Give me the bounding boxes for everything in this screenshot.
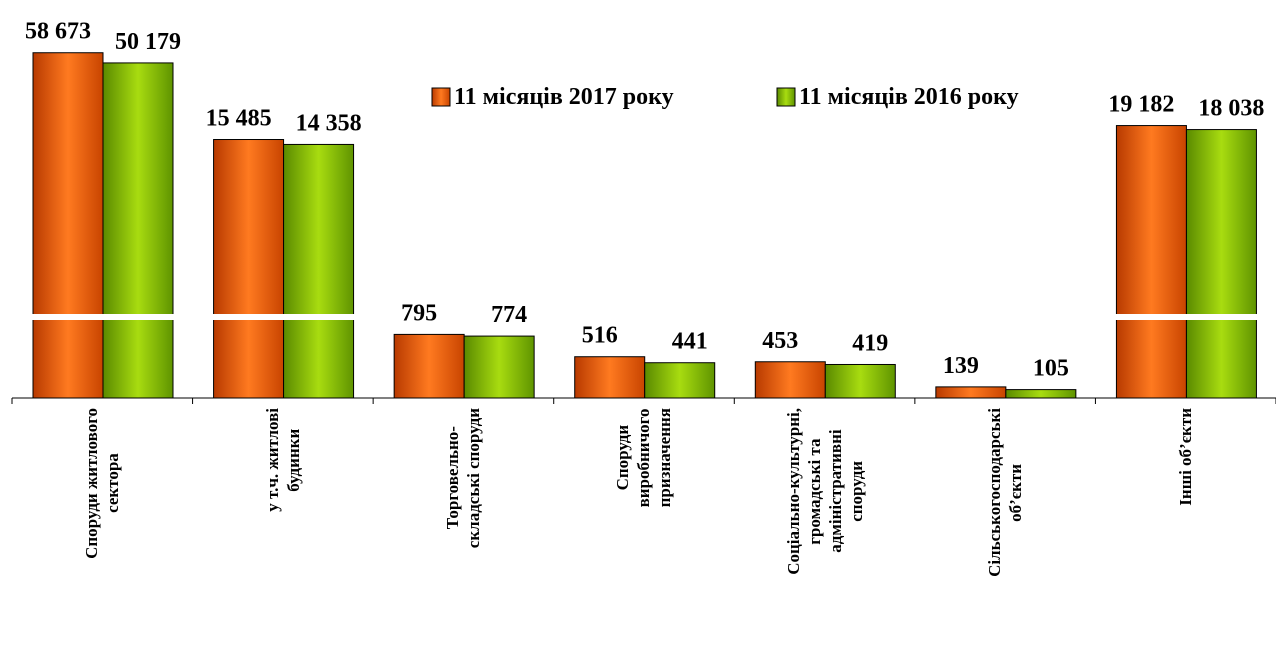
x-tick-label: Інші об’єкти: [1176, 408, 1196, 506]
axis-break: [1115, 314, 1188, 320]
data-label: 14 358: [296, 110, 362, 136]
category-label-box: Соціально-культурні, громадські та адмін…: [734, 408, 915, 653]
data-label: 441: [672, 329, 708, 355]
axis-break: [212, 314, 285, 320]
category-label-box: Споруди виробничого призначення: [554, 408, 735, 653]
bar: [824, 363, 896, 399]
bar: [574, 356, 646, 399]
bar: [283, 143, 355, 399]
axis-break: [32, 314, 104, 320]
x-tick-label: Споруди виробничого призначення: [613, 408, 675, 508]
legend-swatch: [776, 87, 796, 107]
category-label-box: Сільськогосподарські об’єкти: [915, 408, 1096, 653]
category-label-box: у т.ч. житлові будинки: [193, 408, 374, 653]
data-label: 105: [1033, 356, 1069, 382]
bar: [102, 62, 174, 399]
x-tick-label: Споруди житлового сектора: [82, 408, 123, 559]
data-label: 18 038: [1198, 96, 1264, 122]
axis-break: [282, 314, 355, 320]
x-tick-label: у т.ч. житлові будинки: [262, 408, 303, 512]
data-label: 50 179: [115, 29, 181, 55]
data-label: 58 673: [25, 19, 91, 45]
data-label: 139: [943, 353, 979, 379]
category-label-box: Інші об’єкти: [1095, 408, 1276, 653]
bar: [32, 52, 104, 399]
bar: [213, 139, 285, 399]
bar: [1005, 389, 1077, 399]
bar: [935, 386, 1007, 399]
bar: [644, 362, 716, 399]
category-label-box: Торговельно- складські споруди: [373, 408, 554, 653]
data-label: 516: [582, 323, 618, 349]
axis-break: [1185, 314, 1258, 320]
axis-break: [102, 314, 174, 320]
x-tick-label: Сільськогосподарські об’єкти: [985, 408, 1026, 577]
bar: [1185, 129, 1257, 399]
bar: [393, 333, 465, 399]
legend-swatch: [431, 87, 451, 107]
data-label: 19 182: [1108, 92, 1174, 118]
legend-label: 11 місяців 2016 року: [799, 84, 1019, 110]
data-label: 795: [401, 300, 437, 326]
bar: [463, 335, 535, 399]
data-label: 774: [491, 302, 527, 328]
bar: [1115, 125, 1187, 399]
data-label: 419: [852, 330, 888, 356]
legend-label: 11 місяців 2017 року: [454, 84, 674, 110]
x-tick-label: Торговельно- складські споруди: [443, 408, 484, 549]
x-tick-label: Соціально-культурні, громадські та адмін…: [783, 408, 866, 575]
bar: [754, 361, 826, 399]
data-label: 15 485: [206, 106, 272, 132]
category-label-box: Споруди житлового сектора: [12, 408, 193, 653]
data-label: 453: [762, 328, 798, 354]
